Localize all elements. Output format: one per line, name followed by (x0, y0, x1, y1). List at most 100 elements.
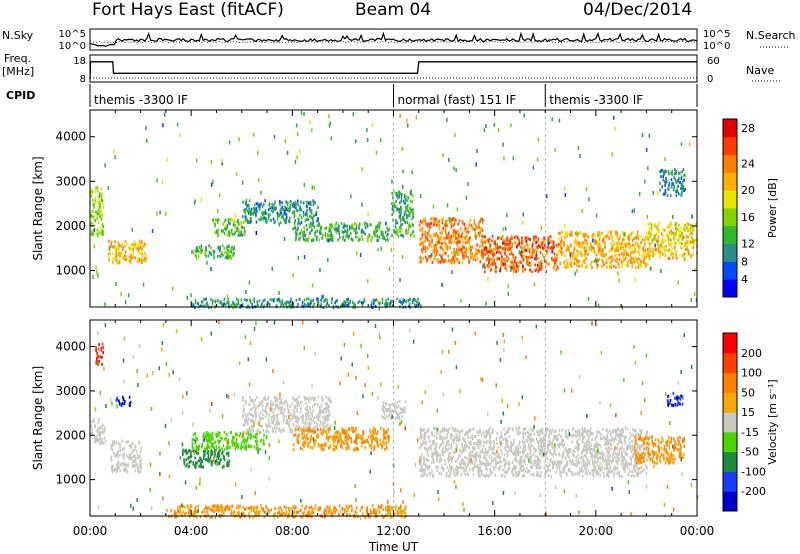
velocity-panel-echo-cell (266, 402, 269, 406)
power-panel-echo-cell (404, 194, 406, 197)
power-panel-echo-cell (253, 297, 255, 301)
power-panel-echo-cell (634, 260, 636, 264)
power-panel-echo-cell (98, 221, 100, 224)
velocity-panel-echo-cell (482, 462, 484, 465)
power-panel-echo-cell (513, 260, 516, 264)
power-panel-echo-cell (347, 303, 350, 307)
power-panel-echo-cell (132, 248, 134, 252)
velocity-panel-echo-cell (233, 436, 235, 439)
power-panel-echo-cell (460, 234, 463, 238)
power-panel-echo-cell (452, 223, 454, 227)
velocity-panel-echo-cell (323, 417, 326, 421)
power-panel-echo-cell (627, 260, 630, 264)
velocity-panel-echo-cell (387, 409, 390, 413)
power-panel-echo-cell (503, 251, 506, 255)
power-panel-echo-cell (441, 242, 443, 246)
velocity-panel-echo-cell (359, 435, 362, 439)
velocity-panel-echo-cell (259, 411, 262, 415)
power-panel-echo-cell (352, 301, 354, 305)
velocity-panel-echo-cell (510, 449, 513, 453)
power-panel-echo-cell (521, 246, 523, 250)
velocity-panel-echo-cell (391, 409, 394, 413)
velocity-panel-echo-cell (578, 472, 581, 476)
power-panel-echo-cell (221, 158, 223, 163)
power-panel-echo-cell (95, 210, 97, 214)
power-panel-echo-cell (435, 232, 438, 235)
power-panel-echo-cell (516, 245, 518, 249)
velocity-panel-echo-cell (211, 460, 214, 464)
power-panel-echo-cell (512, 156, 515, 161)
power-panel-echo-cell (102, 224, 104, 228)
power-panel-echo-cell (445, 224, 447, 228)
power-panel-echo-cell (540, 226, 543, 230)
power-panel-echo-cell (634, 248, 636, 251)
velocity-panel-echo-cell (395, 409, 397, 413)
power-panel-echo-cell (497, 250, 500, 254)
velocity-panel-echo-cell (606, 437, 608, 441)
velocity-panel-echo-cell (207, 449, 210, 453)
power-panel-echo-cell (278, 291, 280, 295)
velocity-panel-echo-cell (460, 460, 463, 464)
power-panel-echo-cell (329, 225, 332, 229)
velocity-panel-echo-cell (269, 424, 271, 428)
power-panel-echo-cell (294, 238, 297, 242)
power-panel-echo-cell (276, 298, 278, 301)
power-panel-echo-cell (409, 206, 411, 210)
power-panel-echo-cell (584, 250, 586, 254)
power-panel-echo-cell (634, 242, 637, 246)
power-panel-echo-cell (412, 230, 414, 234)
velocity-panel-echo-cell (334, 439, 336, 443)
power-panel-echo-cell (464, 253, 467, 257)
velocity-panel-echo-cell (574, 446, 576, 450)
velocity-panel-echo-cell (97, 432, 100, 436)
power-panel-echo-cell (419, 237, 422, 241)
velocity-panel-echo-cell (101, 441, 104, 445)
power-panel-echo-cell (536, 250, 538, 254)
velocity-panel-echo-cell (491, 451, 493, 455)
power-panel-echo-cell (519, 245, 522, 249)
velocity-panel-echo-cell (368, 435, 370, 439)
power-panel-echo-cell (668, 225, 670, 229)
power-panel-echo-cell (674, 254, 677, 258)
power-panel-echo-cell (435, 249, 437, 253)
velocity-panel-echo-cell (313, 444, 316, 448)
power-panel-echo-cell (407, 196, 410, 200)
power-panel-echo-cell (478, 222, 480, 226)
power-panel-echo-cell (241, 180, 244, 185)
power-panel-echo-cell (367, 279, 369, 284)
power-panel-echo-cell (670, 194, 672, 198)
power-panel-echo-cell (489, 263, 492, 267)
velocity-panel-echo-cell (382, 428, 385, 432)
power-panel-echo-cell (320, 227, 322, 231)
velocity-panel-echo-cell (245, 402, 247, 405)
power-panel-echo-cell (100, 233, 103, 236)
velocity-panel-echo-cell (492, 447, 495, 451)
velocity-panel-echo-cell (264, 415, 267, 419)
velocity-panel-echo-cell (324, 415, 326, 419)
velocity-panel-echo-cell (236, 433, 238, 437)
power-panel-echo-cell (351, 238, 354, 242)
velocity-panel-echo-cell (255, 447, 258, 451)
velocity-panel-echo-cell (129, 455, 132, 459)
power-panel-echo-cell (225, 246, 228, 250)
power-panel-echo-cell (236, 303, 238, 307)
power-panel-echo-cell (637, 237, 640, 241)
power-panel-echo-cell (484, 235, 486, 239)
power-panel-echo-cell (553, 258, 555, 262)
velocity-panel-echo-cell (382, 406, 385, 410)
power-panel-echo-cell (162, 123, 164, 128)
power-panel-echo-cell (410, 189, 413, 194)
power-panel-echo-cell (363, 299, 366, 303)
power-panel-echo-cell (132, 255, 134, 259)
power-panel-echo-cell (378, 306, 381, 311)
power-panel-echo-cell (513, 236, 516, 239)
velocity-panel-echo-cell (275, 396, 278, 400)
power-panel-echo-cell (679, 234, 682, 238)
power-panel-echo-cell (484, 270, 486, 274)
power-panel-echo-cell (257, 178, 260, 183)
power-panel-echo-cell (480, 252, 482, 256)
power-panel-echo-cell (653, 223, 656, 227)
power-panel-echo-cell (662, 178, 664, 182)
velocity-panel-echo-cell (249, 436, 252, 440)
velocity-panel-echo-cell (201, 460, 203, 464)
